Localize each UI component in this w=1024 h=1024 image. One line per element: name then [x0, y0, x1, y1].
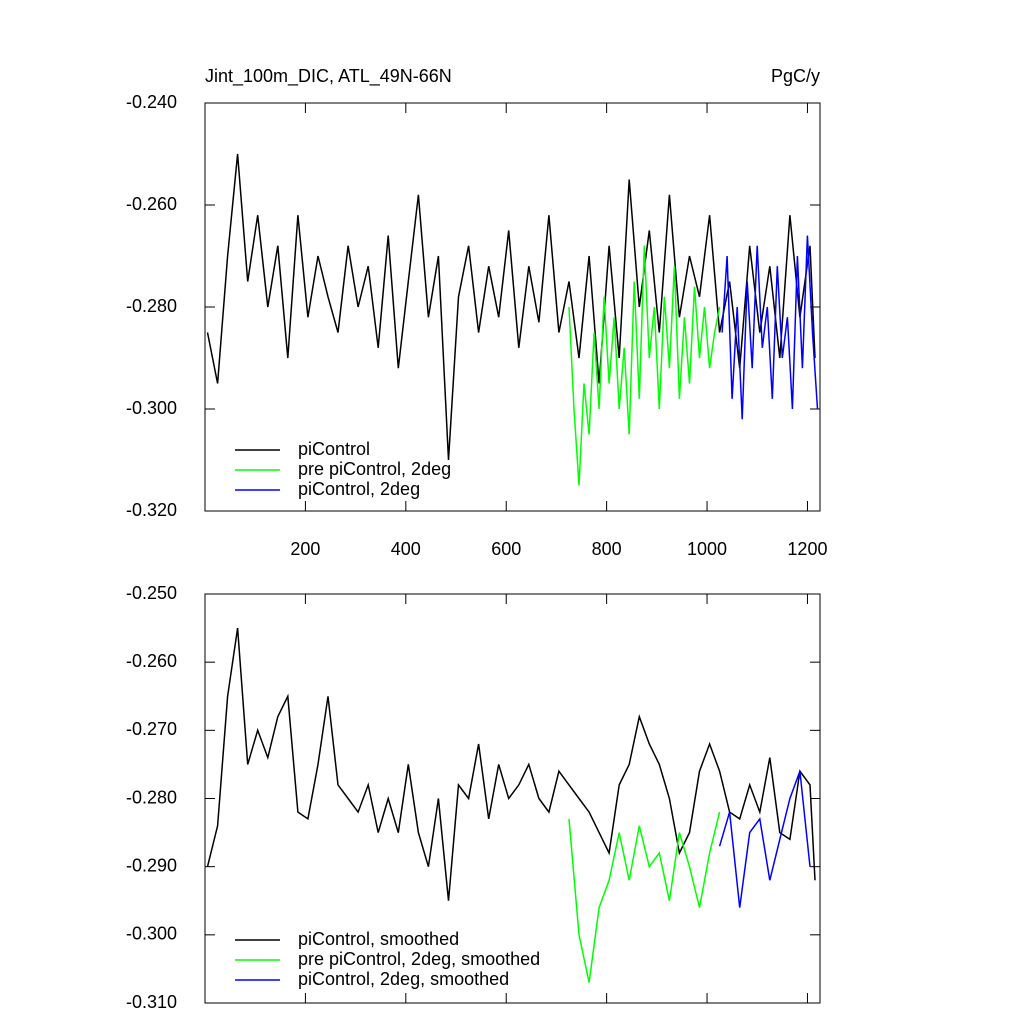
y-tick-label: -0.300 [126, 398, 177, 418]
chart-title: Jint_100m_DIC, ATL_49N-66N [205, 66, 452, 87]
y-tick-label: -0.260 [126, 651, 177, 671]
y-tick-label: -0.310 [126, 992, 177, 1012]
data-line [568, 811, 721, 983]
legend-label: piControl, 2deg, smoothed [298, 969, 509, 989]
y-tick-label: -0.240 [126, 92, 177, 112]
data-line [721, 235, 819, 420]
x-tick-label: 1000 [687, 539, 727, 559]
y-tick-label: -0.260 [126, 194, 177, 214]
data-line [568, 245, 721, 486]
data-line [206, 627, 816, 901]
x-tick-label: 800 [592, 539, 622, 559]
legend-label: piControl, 2deg [298, 479, 420, 499]
y-tick-label: -0.270 [126, 719, 177, 739]
data-line [718, 770, 811, 908]
x-tick-label: 1200 [787, 539, 827, 559]
x-tick-label: 200 [290, 539, 320, 559]
legend-label: pre piControl, 2deg [298, 459, 451, 479]
legend-label: pre piControl, 2deg, smoothed [298, 949, 540, 969]
x-tick-label: 400 [391, 539, 421, 559]
y-tick-label: -0.320 [126, 500, 177, 520]
y-tick-label: -0.280 [126, 787, 177, 807]
units-label: PgC/y [771, 66, 820, 86]
y-tick-label: -0.300 [126, 924, 177, 944]
y-tick-label: -0.290 [126, 855, 177, 875]
legend-label: piControl, smoothed [298, 929, 459, 949]
y-tick-label: -0.280 [126, 296, 177, 316]
y-tick-label: -0.250 [126, 583, 177, 603]
legend-label: piControl [298, 439, 370, 459]
x-tick-label: 600 [491, 539, 521, 559]
